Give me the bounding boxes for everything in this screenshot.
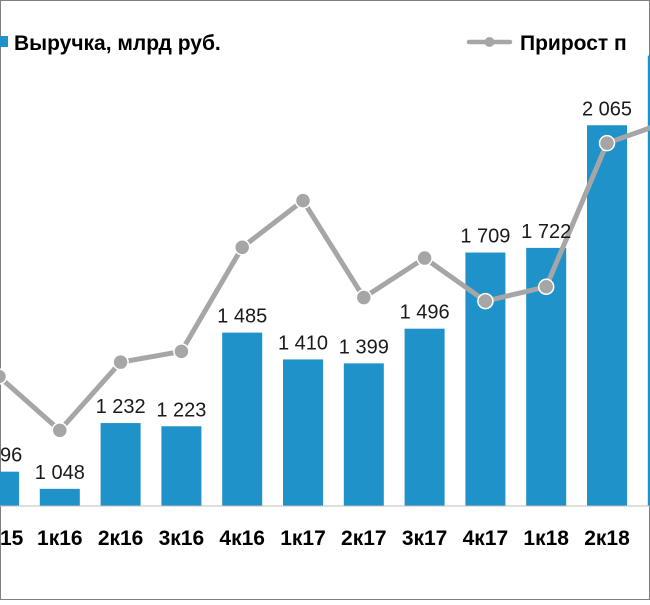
x-tick-label: 3к16 <box>159 527 205 550</box>
revenue-bar <box>222 332 263 506</box>
revenue-bar <box>587 125 627 506</box>
growth-point <box>477 292 494 310</box>
x-tick-label: 2к17 <box>341 527 387 550</box>
bar-value-label: 1 048 <box>35 462 85 484</box>
revenue-bar <box>161 426 202 506</box>
data-labels: 96 1 048 1 232 1 223 1 485 1 410 1 399 1 496 1 7… <box>0 98 632 484</box>
growth-point <box>537 278 555 296</box>
bar-value-label: 1 223 <box>156 399 206 421</box>
x-tick-label: 1к17 <box>280 527 326 550</box>
growth-point <box>112 353 129 371</box>
growth-point <box>598 134 616 152</box>
growth-point <box>51 422 69 439</box>
x-tick-label: 4к16 <box>219 527 265 550</box>
bar-value-label: 96 <box>0 445 22 467</box>
bar-value-label: 1 485 <box>217 306 267 328</box>
growth-point <box>416 249 433 267</box>
revenue-bar <box>100 423 141 506</box>
growth-point <box>294 192 312 209</box>
revenue-bar <box>283 359 323 506</box>
legend-bar-swatch <box>0 36 8 47</box>
revenue-bar <box>39 488 80 506</box>
bar-value-label: 1 399 <box>339 336 389 358</box>
revenue-bar <box>647 55 650 507</box>
growth-point <box>355 289 373 306</box>
growth-line <box>0 125 650 433</box>
growth-point <box>233 239 251 256</box>
bar-value-label: 1 232 <box>96 396 146 418</box>
line-series <box>0 125 650 439</box>
x-tick-label: 1к18 <box>523 527 569 550</box>
x-tick-label: 1к16 <box>37 527 83 550</box>
legend-line-label: Прирост п <box>520 32 627 55</box>
x-tick-label: 3к17 <box>402 527 448 550</box>
x-tick-label: 4к17 <box>463 527 509 550</box>
legend-line-marker <box>484 37 495 47</box>
bar-value-label: 2 065 <box>582 98 632 120</box>
x-tick-label: 15 <box>0 527 24 550</box>
x-tick-label: 2к18 <box>584 527 630 550</box>
bar-value-label: 1 709 <box>460 226 510 248</box>
bar-value-label: 1 410 <box>278 332 328 354</box>
bar-value-label: 1 722 <box>521 221 571 243</box>
revenue-bar <box>343 363 384 506</box>
x-axis-ticks: 15 1к16 2к16 3к16 4к16 1к17 2к17 3к17 4к17 1к18 2к… <box>0 527 630 550</box>
legend-bar-label: Выручка, млрд руб. <box>14 32 221 55</box>
x-tick-label: 2к16 <box>98 527 144 550</box>
revenue-bar <box>404 328 445 506</box>
bar-value-label: 1 496 <box>400 302 450 324</box>
legend: Выручка, млрд руб. Прирост п <box>0 32 627 55</box>
growth-point <box>0 368 8 385</box>
revenue-bar <box>0 471 19 506</box>
bar-series <box>0 55 650 507</box>
growth-point <box>173 343 190 360</box>
